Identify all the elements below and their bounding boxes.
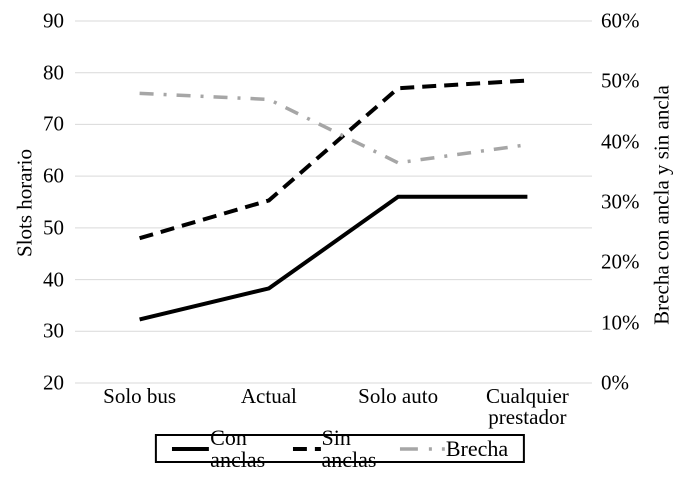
series-line-sin-anclas: [139, 78, 528, 241]
x-axis-category-label: Solo auto: [358, 384, 439, 408]
legend-item-con-anclas: Con anclas: [171, 424, 280, 472]
left-axis-tick-label: 70: [43, 111, 64, 136]
legend-item-brecha: Brecha: [399, 435, 509, 461]
series-line-brecha: [139, 91, 528, 165]
right-axis-tick-label: 60%: [601, 8, 640, 33]
left-axis-tick-label: 60: [43, 163, 64, 188]
left-axis-tick-label: 30: [43, 318, 64, 343]
x-axis-category-label: Actual: [240, 384, 297, 408]
left-axis-tick-label: 50: [43, 215, 64, 240]
legend-swatch-sin-anclas: [292, 446, 321, 451]
legend-label: Sin anclas: [321, 424, 377, 472]
legend-swatch-brecha: [399, 446, 445, 451]
left-axis-tick-label: 40: [43, 267, 64, 292]
series-line-con-anclas: [139, 194, 528, 322]
right-axis-title: Brecha con ancla y sin ancla: [649, 85, 674, 325]
right-axis-tick-label: 40%: [601, 129, 640, 154]
legend-label: Brecha: [445, 435, 509, 461]
legend-item-sin-anclas: Sin anclas: [292, 424, 387, 472]
x-axis-category-label: Cualquier prestador: [485, 384, 569, 430]
left-axis-title: Slots horario: [12, 149, 37, 257]
left-axis-tick-label: 80: [43, 60, 64, 85]
x-axis-category-label: Solo bus: [103, 384, 177, 408]
right-axis-tick-label: 20%: [601, 249, 640, 274]
right-axis-tick-label: 10%: [601, 310, 640, 335]
right-axis-tick-label: 50%: [601, 68, 640, 93]
legend-swatch-con-anclas: [171, 446, 210, 451]
right-axis-tick-label: 30%: [601, 189, 640, 214]
right-axis-tick-label: 0%: [601, 370, 629, 395]
left-axis-tick-label: 90: [43, 8, 64, 33]
legend: Con anclas Sin anclas Brecha: [154, 426, 526, 470]
left-axis-tick-label: 20: [43, 370, 64, 395]
legend-label: Con anclas: [210, 424, 266, 472]
